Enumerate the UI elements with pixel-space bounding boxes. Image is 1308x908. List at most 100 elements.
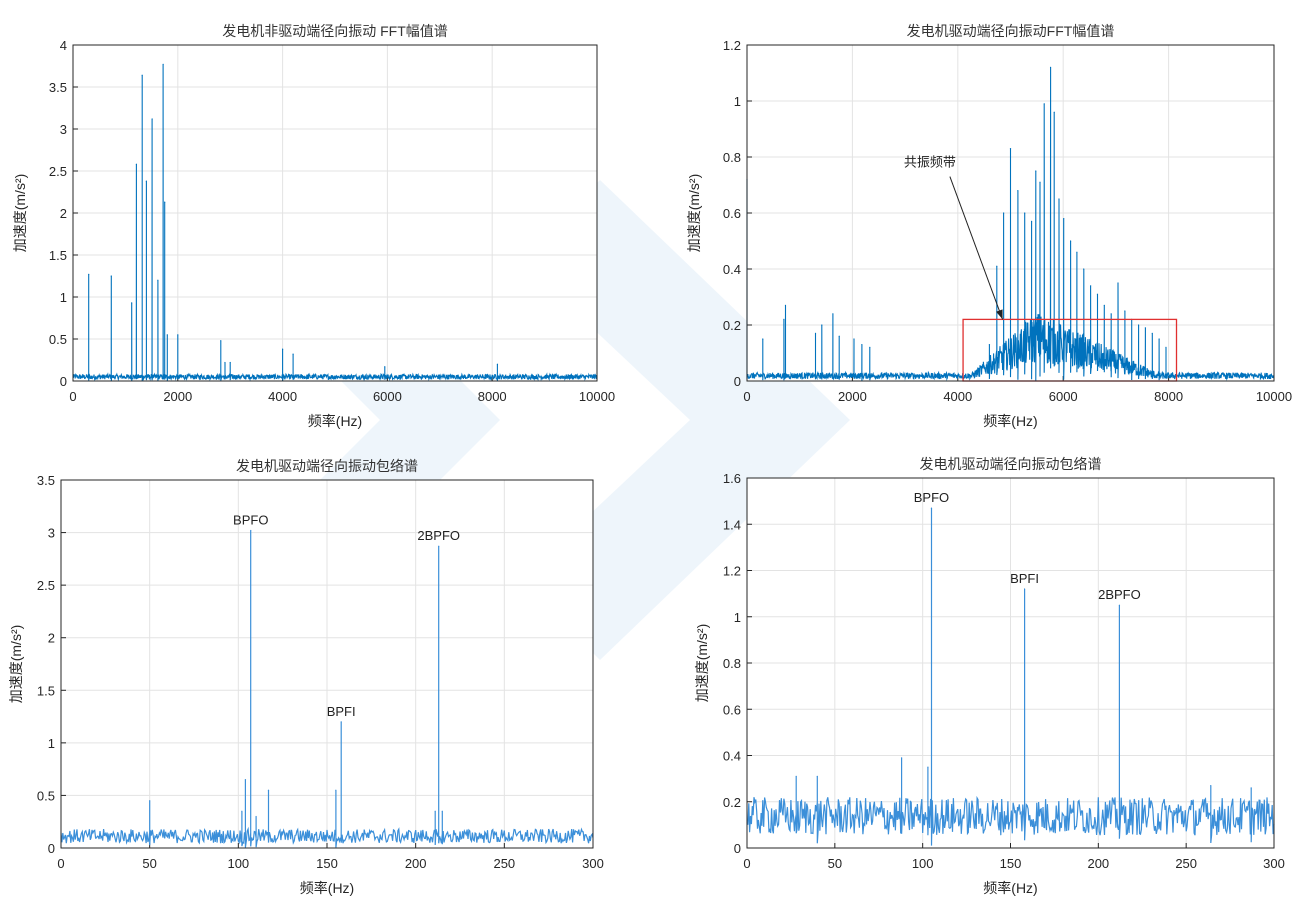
peak-label: BPFO <box>233 512 268 527</box>
x-tick-label: 10000 <box>579 389 615 404</box>
x-tick-label: 250 <box>493 856 515 871</box>
x-tick-label: 200 <box>1087 856 1109 871</box>
y-tick-label: 1 <box>48 736 55 751</box>
peak-label: BPFI <box>327 704 356 719</box>
peak-point <box>1083 268 1085 270</box>
peak-point <box>141 74 143 76</box>
y-tick-label: 3 <box>60 122 67 137</box>
x-tick-label: 2000 <box>838 389 867 404</box>
y-tick-label: 1.2 <box>723 564 741 579</box>
y-tick-label: 1.4 <box>723 517 741 532</box>
series-line <box>60 530 594 848</box>
peak-point <box>988 344 991 346</box>
peak-point <box>930 507 933 509</box>
subplot-1: 0 2000 4000 6000 8000 10000 0 0.5 1 1.5 2 2.5 3 3.5 4 发… <box>12 23 615 429</box>
y-tick-label: 0.6 <box>723 206 741 221</box>
peak-point <box>927 766 929 768</box>
peak-point <box>1024 212 1026 214</box>
y-tick-label: 1 <box>734 94 741 109</box>
peak-point <box>1144 327 1147 329</box>
x-tick-label: 300 <box>1263 856 1285 871</box>
peak-point <box>151 118 153 120</box>
series-line <box>746 67 1275 381</box>
peak-point <box>244 779 247 781</box>
y-tick-label: 1.5 <box>37 683 55 698</box>
x-axis-label: 频率(Hz) <box>983 413 1037 429</box>
peak-point <box>441 810 443 812</box>
x-tick-label: 250 <box>1175 856 1197 871</box>
y-tick-label: 2.5 <box>49 164 67 179</box>
axes-box <box>60 479 594 849</box>
x-tick-label: 0 <box>69 389 76 404</box>
peak-point <box>1090 285 1092 287</box>
y-axis-label: 加速度(m/s²) <box>8 625 24 704</box>
peak-point <box>1124 310 1126 312</box>
y-tick-label: 4 <box>60 38 67 53</box>
y-tick-label: 0 <box>734 374 741 389</box>
chart-title: 发电机非驱动端径向振动 FFT幅值谱 <box>222 23 448 39</box>
peak-point <box>1023 588 1026 590</box>
peak-point <box>1009 148 1012 150</box>
peak-point <box>1158 338 1160 340</box>
peak-point <box>783 318 785 320</box>
series-line <box>72 64 598 382</box>
y-tick-label: 3 <box>48 526 55 541</box>
subplot-2: 0 2000 4000 6000 8000 10000 0 0.2 0.4 0.6 0.8 1 1.2 共… <box>686 23 1292 429</box>
chart-title: 发电机驱动端径向振动包络谱 <box>920 456 1102 472</box>
y-axis-label: 加速度(m/s²) <box>686 174 702 253</box>
peak-point <box>131 302 133 304</box>
x-tick-label: 8000 <box>478 389 507 404</box>
peak-point <box>1003 212 1005 214</box>
x-axis-label: 频率(Hz) <box>300 880 354 896</box>
series-line <box>746 508 1275 846</box>
y-tick-label: 2.5 <box>37 578 55 593</box>
peak-point <box>1039 181 1041 183</box>
y-tick-label: 2 <box>60 206 67 221</box>
x-tick-label: 0 <box>743 856 750 871</box>
y-tick-label: 0 <box>734 841 741 856</box>
peak-point <box>88 273 90 275</box>
peak-point <box>164 201 166 203</box>
peak-label: 2BPFO <box>417 528 460 543</box>
peak-point <box>110 275 112 277</box>
peak-point <box>1137 324 1140 326</box>
x-tick-label: 200 <box>405 856 427 871</box>
y-tick-label: 0.2 <box>723 795 741 810</box>
x-tick-label: 8000 <box>1154 389 1183 404</box>
peak-point <box>135 163 138 165</box>
peak-point <box>157 279 159 281</box>
y-tick-label: 1 <box>734 610 741 625</box>
axes-box <box>746 44 1275 382</box>
y-axis-label: 加速度(m/s²) <box>694 624 710 703</box>
peak-point <box>996 265 998 267</box>
axes-box <box>72 44 598 382</box>
peak-point <box>1117 282 1119 284</box>
y-tick-label: 0.5 <box>37 788 55 803</box>
peak-point <box>784 304 787 306</box>
x-tick-label: 2000 <box>163 389 192 404</box>
peak-point <box>162 63 164 65</box>
peak-point <box>1035 170 1037 172</box>
peak-point <box>1165 346 1167 348</box>
x-tick-label: 50 <box>828 856 842 871</box>
peak-point <box>220 340 222 342</box>
chart-title: 发电机驱动端径向振动包络谱 <box>236 458 418 474</box>
x-tick-label: 150 <box>316 856 338 871</box>
peak-point <box>1043 103 1045 105</box>
y-tick-label: 0.8 <box>723 656 741 671</box>
peak-label: BPFO <box>914 490 949 505</box>
x-tick-label: 4000 <box>943 389 972 404</box>
peak-point <box>832 313 834 315</box>
peak-point <box>255 815 257 818</box>
peak-point <box>795 775 797 777</box>
subplot-4: 0 50 100 150 200 250 300 0 0.2 0.4 0.6 0.8 1 1.2 1.4 1.… <box>694 456 1285 896</box>
y-tick-label: 0.8 <box>723 150 741 165</box>
peak-point <box>1030 220 1033 222</box>
peak-point <box>1118 604 1121 606</box>
peak-point <box>267 789 270 791</box>
peak-point <box>434 810 436 812</box>
y-tick-label: 1.6 <box>723 471 741 486</box>
y-tick-label: 2 <box>48 631 55 646</box>
x-axis-label: 频率(Hz) <box>308 413 362 429</box>
